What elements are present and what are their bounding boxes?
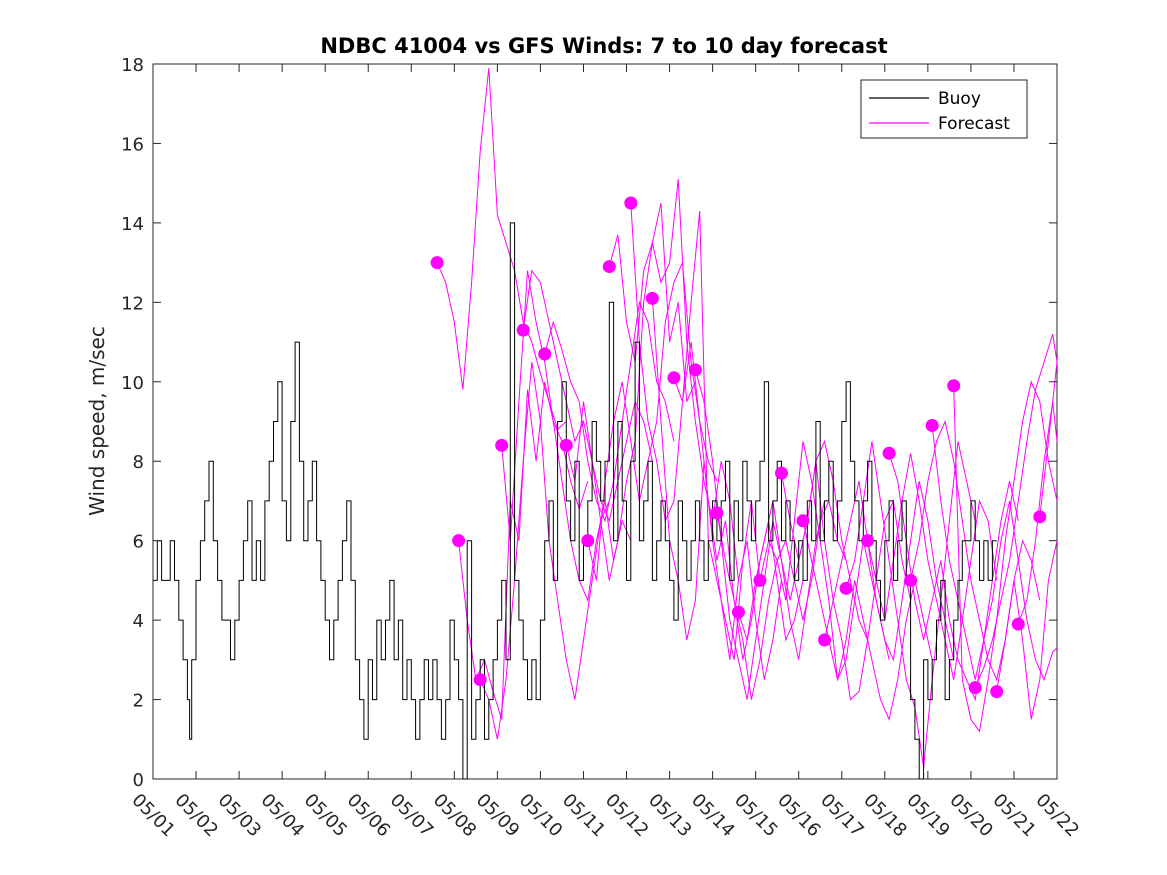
forecast-line-run-0: [436, 67, 567, 431]
forecast-start-point: [516, 323, 530, 337]
forecast-line-run-4: [522, 269, 653, 523]
legend: Buoy Forecast: [860, 79, 1028, 139]
forecast-start-point: [925, 418, 939, 432]
legend-box: [860, 79, 1028, 139]
forecast-line-run-28: [1039, 361, 1058, 517]
y-tick-label: 10: [121, 373, 144, 394]
y-axis-label: Wind speed, m/sec: [85, 326, 109, 516]
forecast-start-point: [1033, 510, 1047, 524]
legend-label-forecast: Forecast: [938, 114, 1010, 134]
forecast-start-point: [990, 685, 1004, 699]
forecast-line-run-24: [953, 380, 1058, 733]
y-tick-label: 16: [121, 134, 144, 155]
forecast-start-point: [581, 534, 595, 548]
y-tick-label: 18: [121, 55, 144, 76]
y-tick-label: 8: [133, 452, 144, 473]
forecast-line-run-23: [931, 425, 1058, 682]
forecast-start-point: [495, 438, 509, 452]
forecast-start-point: [796, 514, 810, 528]
forecast-line-run-11: [673, 342, 804, 660]
y-tick-label: 4: [133, 611, 144, 632]
forecast-start-point: [667, 371, 681, 385]
forecast-start-point: [839, 581, 853, 595]
forecast-line-run-18: [824, 480, 955, 662]
forecast-line-run-10: [651, 298, 782, 680]
forecast-start-point: [710, 506, 724, 520]
forecast-start-point: [452, 534, 466, 548]
y-tick-label: 14: [121, 214, 144, 235]
y-tick-label: 2: [133, 691, 144, 712]
forecast-start-point: [1011, 617, 1025, 631]
y-axis: 0 2 4 6 8 10 12 14 16 18: [121, 55, 1057, 791]
forecast-start-point: [430, 256, 444, 270]
forecast-start-point: [947, 379, 961, 393]
forecast-line-run-25: [974, 333, 1058, 688]
forecast-line-run-26: [996, 540, 1058, 720]
chart-title: NDBC 41004 vs GFS Winds: 7 to 10 day for…: [320, 34, 887, 58]
forecast-start-point: [731, 605, 745, 619]
forecast-start-point: [774, 466, 788, 480]
forecast-start-point: [753, 573, 767, 587]
buoy-series: [153, 222, 997, 780]
forecast-line-run-15: [759, 441, 890, 682]
legend-label-buoy: Buoy: [938, 89, 981, 109]
forecast-start-point: [473, 673, 487, 687]
forecast-line-run-8: [608, 179, 739, 581]
forecast-start-point: [559, 438, 573, 452]
forecast-start-point: [818, 633, 832, 647]
plot-frame: [152, 63, 1058, 780]
forecast-start-point: [904, 573, 918, 587]
buoy-line: [153, 222, 997, 780]
forecast-line-run-5: [544, 300, 675, 523]
y-tick-label: 0: [133, 770, 144, 791]
forecast-start-point: [602, 260, 616, 274]
forecast-start-point: [624, 196, 638, 210]
y-tick-label: 12: [121, 293, 144, 314]
forecast-start-point: [688, 363, 702, 377]
forecast-start-point: [882, 446, 896, 460]
plot-area: [152, 63, 1058, 780]
forecast-start-point: [645, 291, 659, 305]
forecast-line-run-2: [479, 361, 610, 740]
forecast-line-run-27: [1017, 401, 1058, 625]
forecast-start-point: [968, 681, 982, 695]
forecast-start-point: [538, 347, 552, 361]
forecast-start-point: [861, 534, 875, 548]
y-tick-label: 6: [133, 532, 144, 553]
forecast-start-points: [430, 196, 1047, 699]
